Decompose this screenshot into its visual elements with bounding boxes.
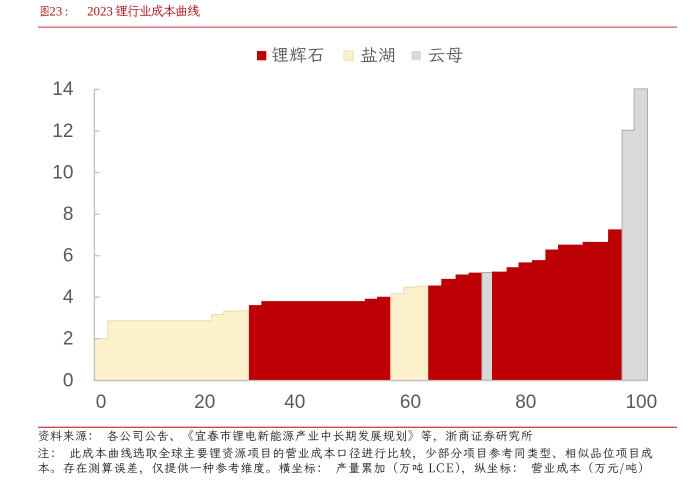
svg-text:4: 4	[63, 287, 74, 308]
svg-text:12: 12	[52, 121, 73, 142]
svg-text:2023: 2023	[87, 4, 113, 18]
svg-text:8: 8	[63, 204, 74, 225]
svg-text:60: 60	[400, 392, 421, 413]
svg-text:0: 0	[63, 370, 74, 391]
svg-text:23: 23	[49, 4, 62, 18]
svg-text:80: 80	[515, 392, 536, 413]
svg-text:0: 0	[96, 392, 107, 413]
svg-text:100: 100	[625, 392, 657, 413]
svg-text:6: 6	[63, 246, 74, 267]
svg-text:10: 10	[52, 162, 73, 183]
svg-text:20: 20	[194, 392, 215, 413]
svg-text:2: 2	[63, 329, 74, 350]
svg-text:14: 14	[52, 79, 74, 100]
svg-text::: :	[65, 4, 69, 18]
svg-text:40: 40	[284, 392, 305, 413]
